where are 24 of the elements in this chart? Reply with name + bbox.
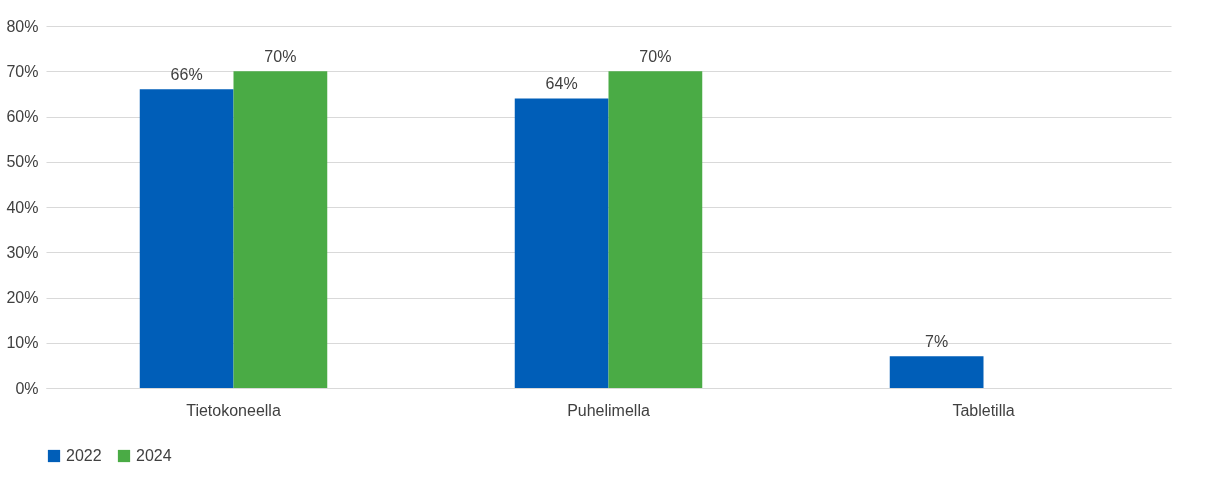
data-label: 64% [545,75,578,93]
y-tick-label: 70% [6,62,39,80]
y-tick-label: 20% [6,289,39,306]
y-tick-label: 80% [6,17,39,35]
bar [233,71,328,388]
y-tick-label: 40% [6,198,39,216]
data-label: 66% [170,66,203,84]
y-tick-label: 60% [6,108,39,125]
y-tick-label: 30% [6,243,39,261]
bar [608,71,703,388]
data-label: 70% [264,48,297,66]
data-label: 70% [639,48,672,66]
x-tick-label: Tietokoneella [186,401,281,419]
legend-label: 2022 [66,447,102,464]
y-tick-label: 10% [6,334,39,352]
x-tick-label: Tabletilla [952,401,1015,419]
legend-label: 2024 [136,447,172,464]
y-tick-label: 0% [15,379,39,397]
bar [514,98,609,388]
y-tick-label: 50% [6,153,39,171]
bar [139,89,234,388]
bar [889,356,984,388]
data-label: 7% [925,333,949,351]
x-tick-label: Puhelimella [567,401,650,419]
